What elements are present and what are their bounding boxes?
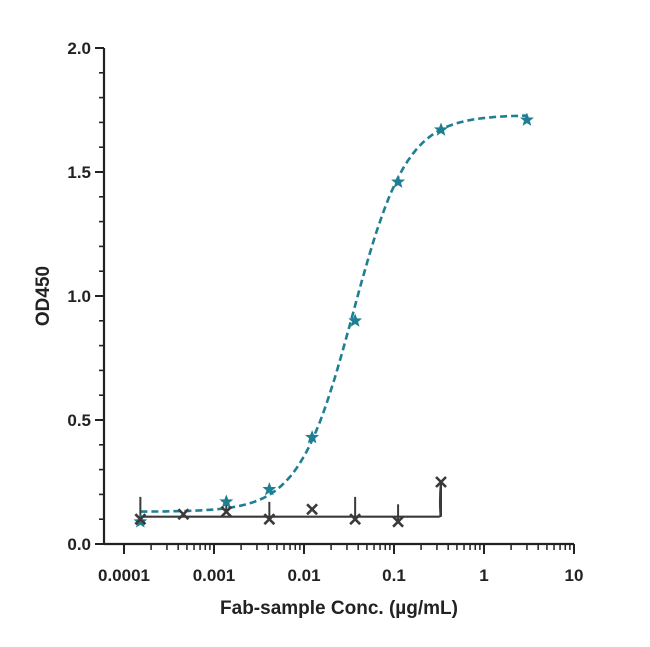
star-marker (391, 174, 406, 188)
star-marker (520, 112, 534, 126)
fit-curve-series-1 (140, 114, 527, 513)
data-markers (133, 112, 534, 528)
x-ticks: 0.0001 0.001 0.01 0.1 1 10 (98, 544, 583, 585)
star-marker (348, 313, 363, 327)
x-tick-label: 0.0001 (98, 566, 150, 585)
x-marker (349, 513, 362, 526)
y-tick-label: 0.5 (67, 411, 91, 430)
y-tick-label: 1.0 (67, 287, 91, 306)
x-axis-title: Fab-sample Conc. (µg/mL) (220, 598, 458, 619)
axes (102, 48, 574, 546)
x-tick-label: 0.01 (287, 566, 320, 585)
y-ticks: 0.0 0.5 1.0 1.5 2.0 (67, 39, 104, 554)
y-tick-label: 0.0 (67, 535, 91, 554)
x-marker (134, 513, 147, 526)
star-marker (219, 494, 234, 508)
x-tick-label: 0.1 (382, 566, 406, 585)
star-marker (433, 122, 448, 136)
x-marker (306, 503, 319, 516)
x-tick-label: 1 (479, 566, 488, 585)
fit-curves (140, 114, 527, 518)
star-marker (262, 482, 277, 496)
y-axis-title: OD450 (33, 266, 54, 326)
y-tick-label: 1.5 (67, 163, 91, 182)
x-tick-label: 0.001 (193, 566, 236, 585)
x-tick-label: 10 (565, 566, 584, 585)
y-tick-label: 2.0 (67, 39, 91, 58)
star-marker (305, 430, 320, 444)
x-marker (177, 508, 190, 521)
x-marker (220, 505, 233, 518)
x-marker (263, 513, 276, 526)
x-marker (392, 515, 404, 528)
x-marker (435, 476, 447, 488)
